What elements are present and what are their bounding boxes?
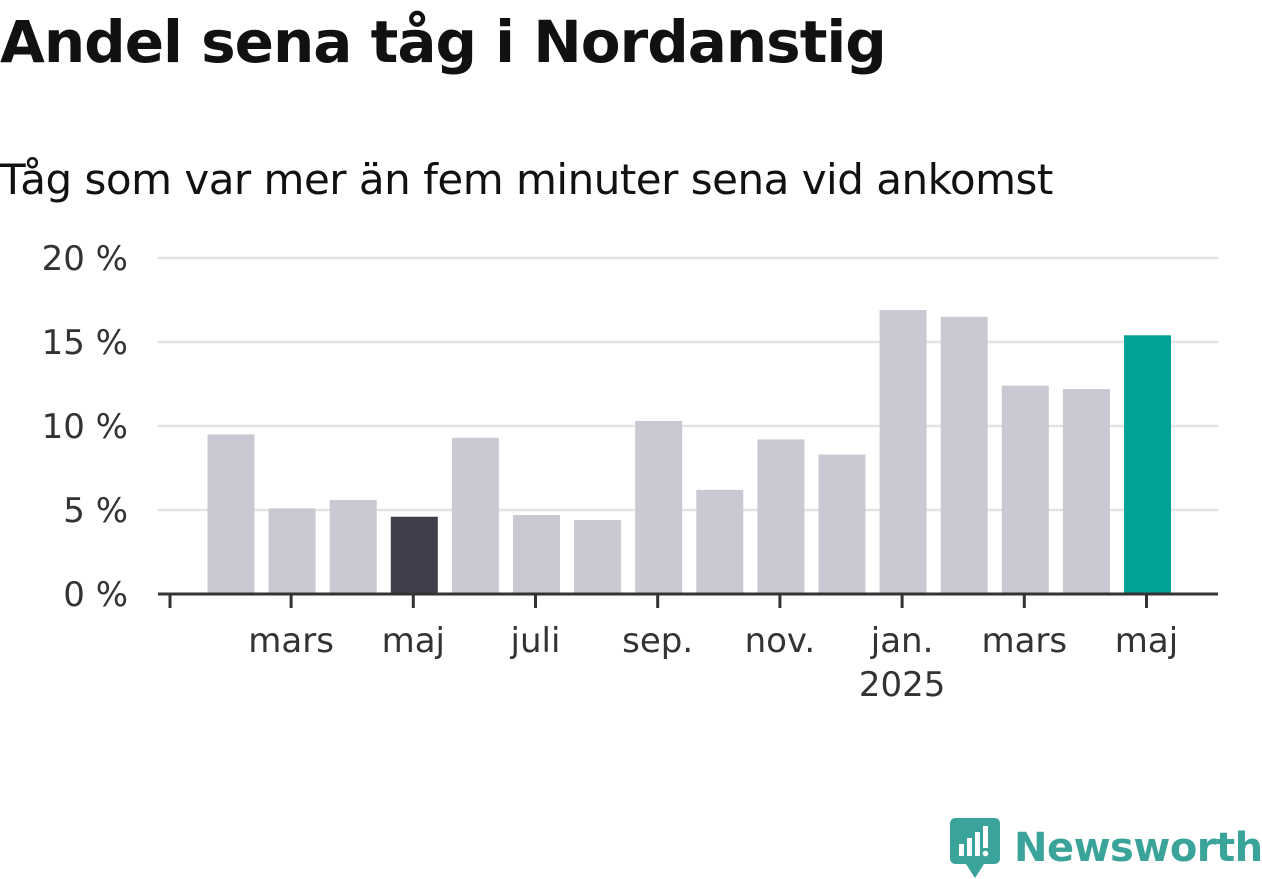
bar [513, 515, 560, 594]
x-tick-label: maj [1115, 621, 1178, 661]
bar [879, 310, 927, 594]
bar [390, 516, 438, 594]
newsworthy-logo-icon [950, 818, 1000, 878]
x-tick-label: jan. [870, 621, 934, 661]
y-tick-label: 20 % [42, 239, 128, 279]
y-tick-label: 15 % [42, 323, 128, 363]
bar [268, 508, 316, 594]
y-tick-label: 0 % [63, 575, 128, 615]
logo-text: Newsworthy [1014, 825, 1262, 871]
bar [1001, 385, 1049, 594]
bar [818, 454, 866, 594]
bar [207, 434, 255, 594]
bar [1124, 335, 1171, 594]
bar [696, 489, 744, 594]
bar [940, 316, 988, 594]
chart-title: Andel sena tåg i Nordanstig [0, 8, 887, 76]
x-tick-label: juli [510, 621, 561, 661]
bar [451, 437, 499, 594]
chart-subtitle: Tåg som var mer än fem minuter sena vid … [0, 155, 1053, 204]
x-tick-label: nov. [745, 621, 816, 661]
bar [574, 520, 622, 594]
x-tick-label: mars [248, 621, 334, 661]
y-tick-label: 5 % [63, 491, 128, 531]
bar [329, 499, 377, 594]
x-tick-sublabel: 2025 [859, 665, 946, 705]
bar [635, 420, 683, 594]
x-tick-label: maj [382, 621, 445, 661]
newsworthy-logo: Newsworthy [950, 818, 1262, 878]
x-tick-label: mars [981, 621, 1067, 661]
bar [1062, 389, 1110, 594]
x-tick-label: sep. [622, 621, 693, 661]
bar [757, 439, 805, 594]
y-tick-label: 10 % [42, 407, 128, 447]
